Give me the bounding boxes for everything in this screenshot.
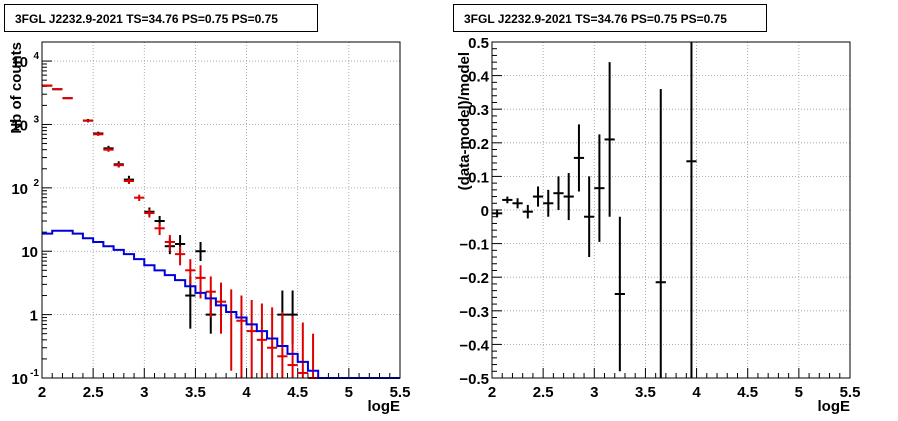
y-tick-label: 0.4 [468,69,490,86]
x-tick-label: 2.5 [83,384,104,401]
y-tick-label: 10 [11,54,28,71]
x-tick-label: 5.5 [390,384,411,401]
x-axis-label: logE [818,398,851,415]
y-tick-label: 0 [481,203,489,220]
x-tick-label: 4.5 [737,384,758,401]
y-tick-label: 0.2 [468,136,489,153]
x-tick-label: 5 [345,384,353,401]
y-tick-label: 0.3 [468,102,489,119]
y-tick-label: 10 [11,371,28,388]
x-tick-label: 2 [38,384,46,401]
y-tick-label: −0.1 [459,237,489,254]
plot-area [492,42,850,378]
x-tick-label: 3.5 [185,384,206,401]
residuals-panel: 0.5 0.4 0.3 0.2 0.1 0 −0.1 −0.2 −0.3 −0.4 −0.52 2.5… [456,35,860,415]
x-tick-label: 3.5 [635,384,656,401]
y-tick-label: 10 [21,244,38,261]
x-tick-label: 2 [488,384,496,401]
right-panel-title: 3FGL J2232.9-2021 TS=34.76 PS=0.75 PS=0.… [453,4,767,32]
x-tick-label: 4.5 [287,384,308,401]
y-tick-label: −0.3 [459,304,489,321]
x-axis-label: logE [368,398,401,415]
x-tick-label: 3 [140,384,148,401]
y-tick-label-exponent: 3 [33,114,39,125]
y-tick-label: −0.5 [459,371,489,388]
x-tick-label: 2.5 [533,384,554,401]
y-tick-label: 1 [30,308,38,325]
plot-frame [41,41,401,379]
y-tick-label-exponent: -1 [30,368,39,379]
y-tick-label-exponent: 4 [33,51,39,62]
y-axis-label: (data-model)/model [456,52,473,190]
x-tick-label: 5.5 [840,384,861,401]
y-axis-label: Nb of counts [8,42,25,134]
x-tick-label: 4 [692,384,701,401]
y-tick-label: −0.4 [459,337,489,354]
y-tick-label: 10 [11,117,28,134]
y-tick-label: 0.1 [468,169,489,186]
model-step-line [42,229,400,379]
y-tick-label: −0.2 [459,270,489,287]
x-tick-label: 5 [795,384,803,401]
x-tick-label: 4 [242,384,251,401]
plot-frame [491,41,851,379]
y-tick-label: 0.5 [468,35,489,52]
y-tick-label: 10 [11,181,28,198]
y-tick-label-exponent: 2 [33,178,39,189]
x-tick-label: 3 [590,384,598,401]
left-panel-title: 3FGL J2232.9-2021 TS=34.76 PS=0.75 PS=0.… [4,4,318,32]
